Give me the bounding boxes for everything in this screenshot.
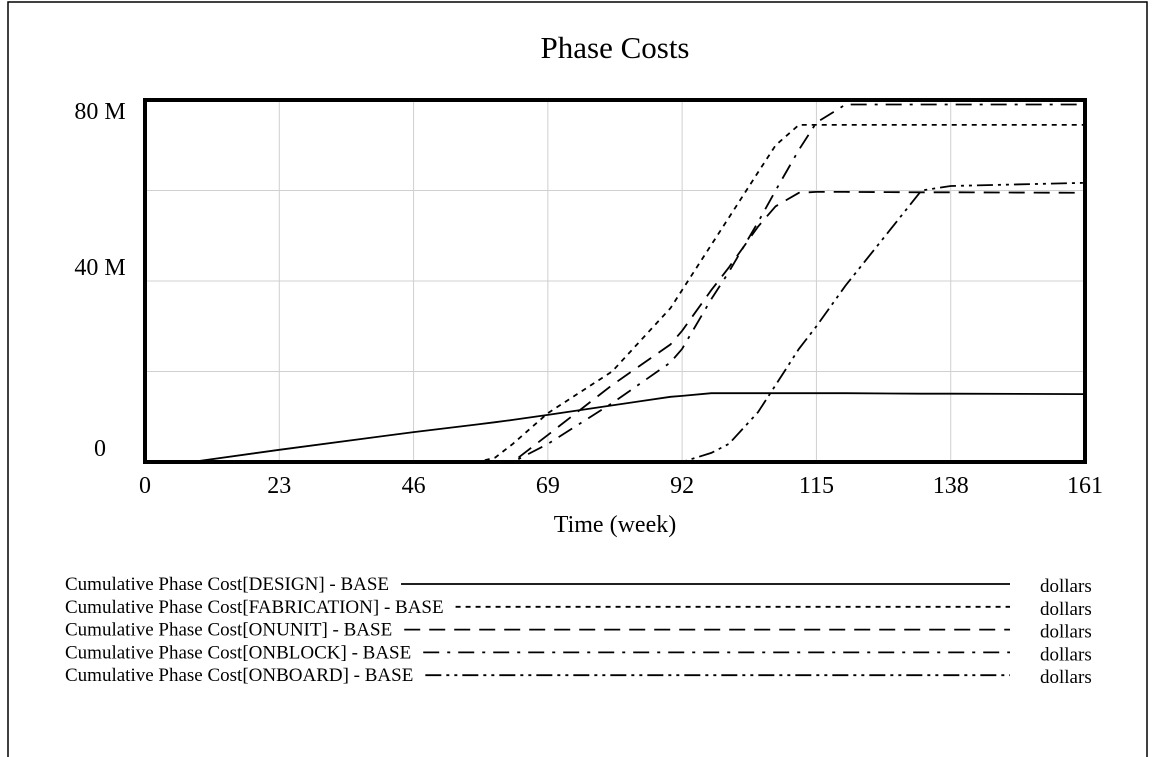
- x-tick-label: 138: [933, 473, 969, 499]
- legend-unit: dollars: [1040, 644, 1092, 665]
- x-tick-label: 69: [536, 473, 560, 499]
- legend-label: Cumulative Phase Cost[ONBOARD] - BASE: [65, 665, 413, 686]
- legend-label: Cumulative Phase Cost[DESIGN] - BASE: [65, 574, 389, 595]
- series-line: [145, 181, 1086, 463]
- legend-unit: dollars: [1040, 576, 1092, 597]
- legend-unit: dollars: [1040, 667, 1092, 688]
- legend-unit: dollars: [1040, 599, 1092, 620]
- y-tick-label: 0: [94, 436, 106, 462]
- plot-border: [143, 98, 1087, 464]
- series-line: [145, 124, 1085, 463]
- legend-unit: dollars: [1040, 622, 1092, 643]
- frame: [7, 1, 1148, 757]
- y-tick-label: 40 M: [74, 255, 125, 281]
- x-tick-label: 161: [1067, 473, 1103, 499]
- y-tick-label: 80 M: [74, 99, 125, 125]
- series-line: [145, 191, 1086, 463]
- legend-label: Cumulative Phase Cost[FABRICATION] - BAS…: [65, 597, 444, 618]
- legend-label: Cumulative Phase Cost[ONUNIT] - BASE: [65, 620, 392, 641]
- series-line: [145, 103, 1085, 463]
- x-axis-label: Time (week): [554, 512, 676, 538]
- x-tick-label: 23: [267, 473, 291, 499]
- x-tick-label: 0: [139, 473, 151, 499]
- x-tick-label: 46: [402, 473, 426, 499]
- x-tick-label: 115: [799, 473, 834, 499]
- legend-label: Cumulative Phase Cost[ONBLOCK] - BASE: [65, 642, 411, 663]
- x-tick-label: 92: [670, 473, 694, 499]
- series-line: [145, 392, 1086, 463]
- chart-title: Phase Costs: [541, 30, 690, 65]
